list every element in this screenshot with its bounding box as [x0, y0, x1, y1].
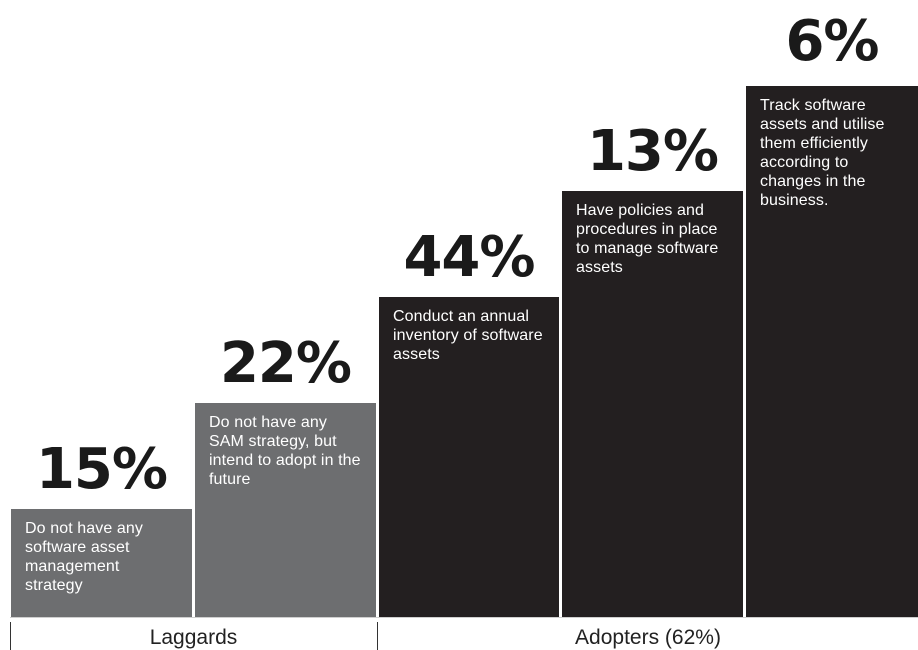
- step-bar-1: Do not have any software asset managemen…: [11, 509, 192, 617]
- step-description-5: Track software assets and utilise them e…: [760, 97, 885, 209]
- step-bar-3: Conduct an annual inventory of software …: [379, 297, 559, 617]
- step-percentage-5: 6%: [785, 9, 879, 74]
- step-description-3: Conduct an annual inventory of software …: [393, 308, 543, 363]
- step-percentage-1: 15%: [35, 437, 168, 502]
- step-percentage-4: 13%: [586, 119, 719, 184]
- step-bar-4: Have policies and procedures in place to…: [562, 191, 743, 617]
- step-percentage-3: 44%: [403, 225, 535, 290]
- baseline: [10, 617, 918, 618]
- step-description-1: Do not have any software asset managemen…: [25, 520, 144, 594]
- step-description-4: Have policies and procedures in place to…: [576, 202, 719, 276]
- group-label-adopters: Adopters (62%): [575, 626, 721, 649]
- step-percentage-2: 22%: [219, 331, 352, 396]
- step-bar-5: Track software assets and utilise them e…: [746, 86, 918, 617]
- step-bar-2: Do not have any SAM strategy, but intend…: [195, 403, 376, 617]
- step-description-2: Do not have any SAM strategy, but intend…: [209, 414, 361, 488]
- group-divider-middle: [377, 622, 378, 650]
- group-label-laggards: Laggards: [149, 626, 238, 649]
- group-divider-left: [10, 622, 11, 650]
